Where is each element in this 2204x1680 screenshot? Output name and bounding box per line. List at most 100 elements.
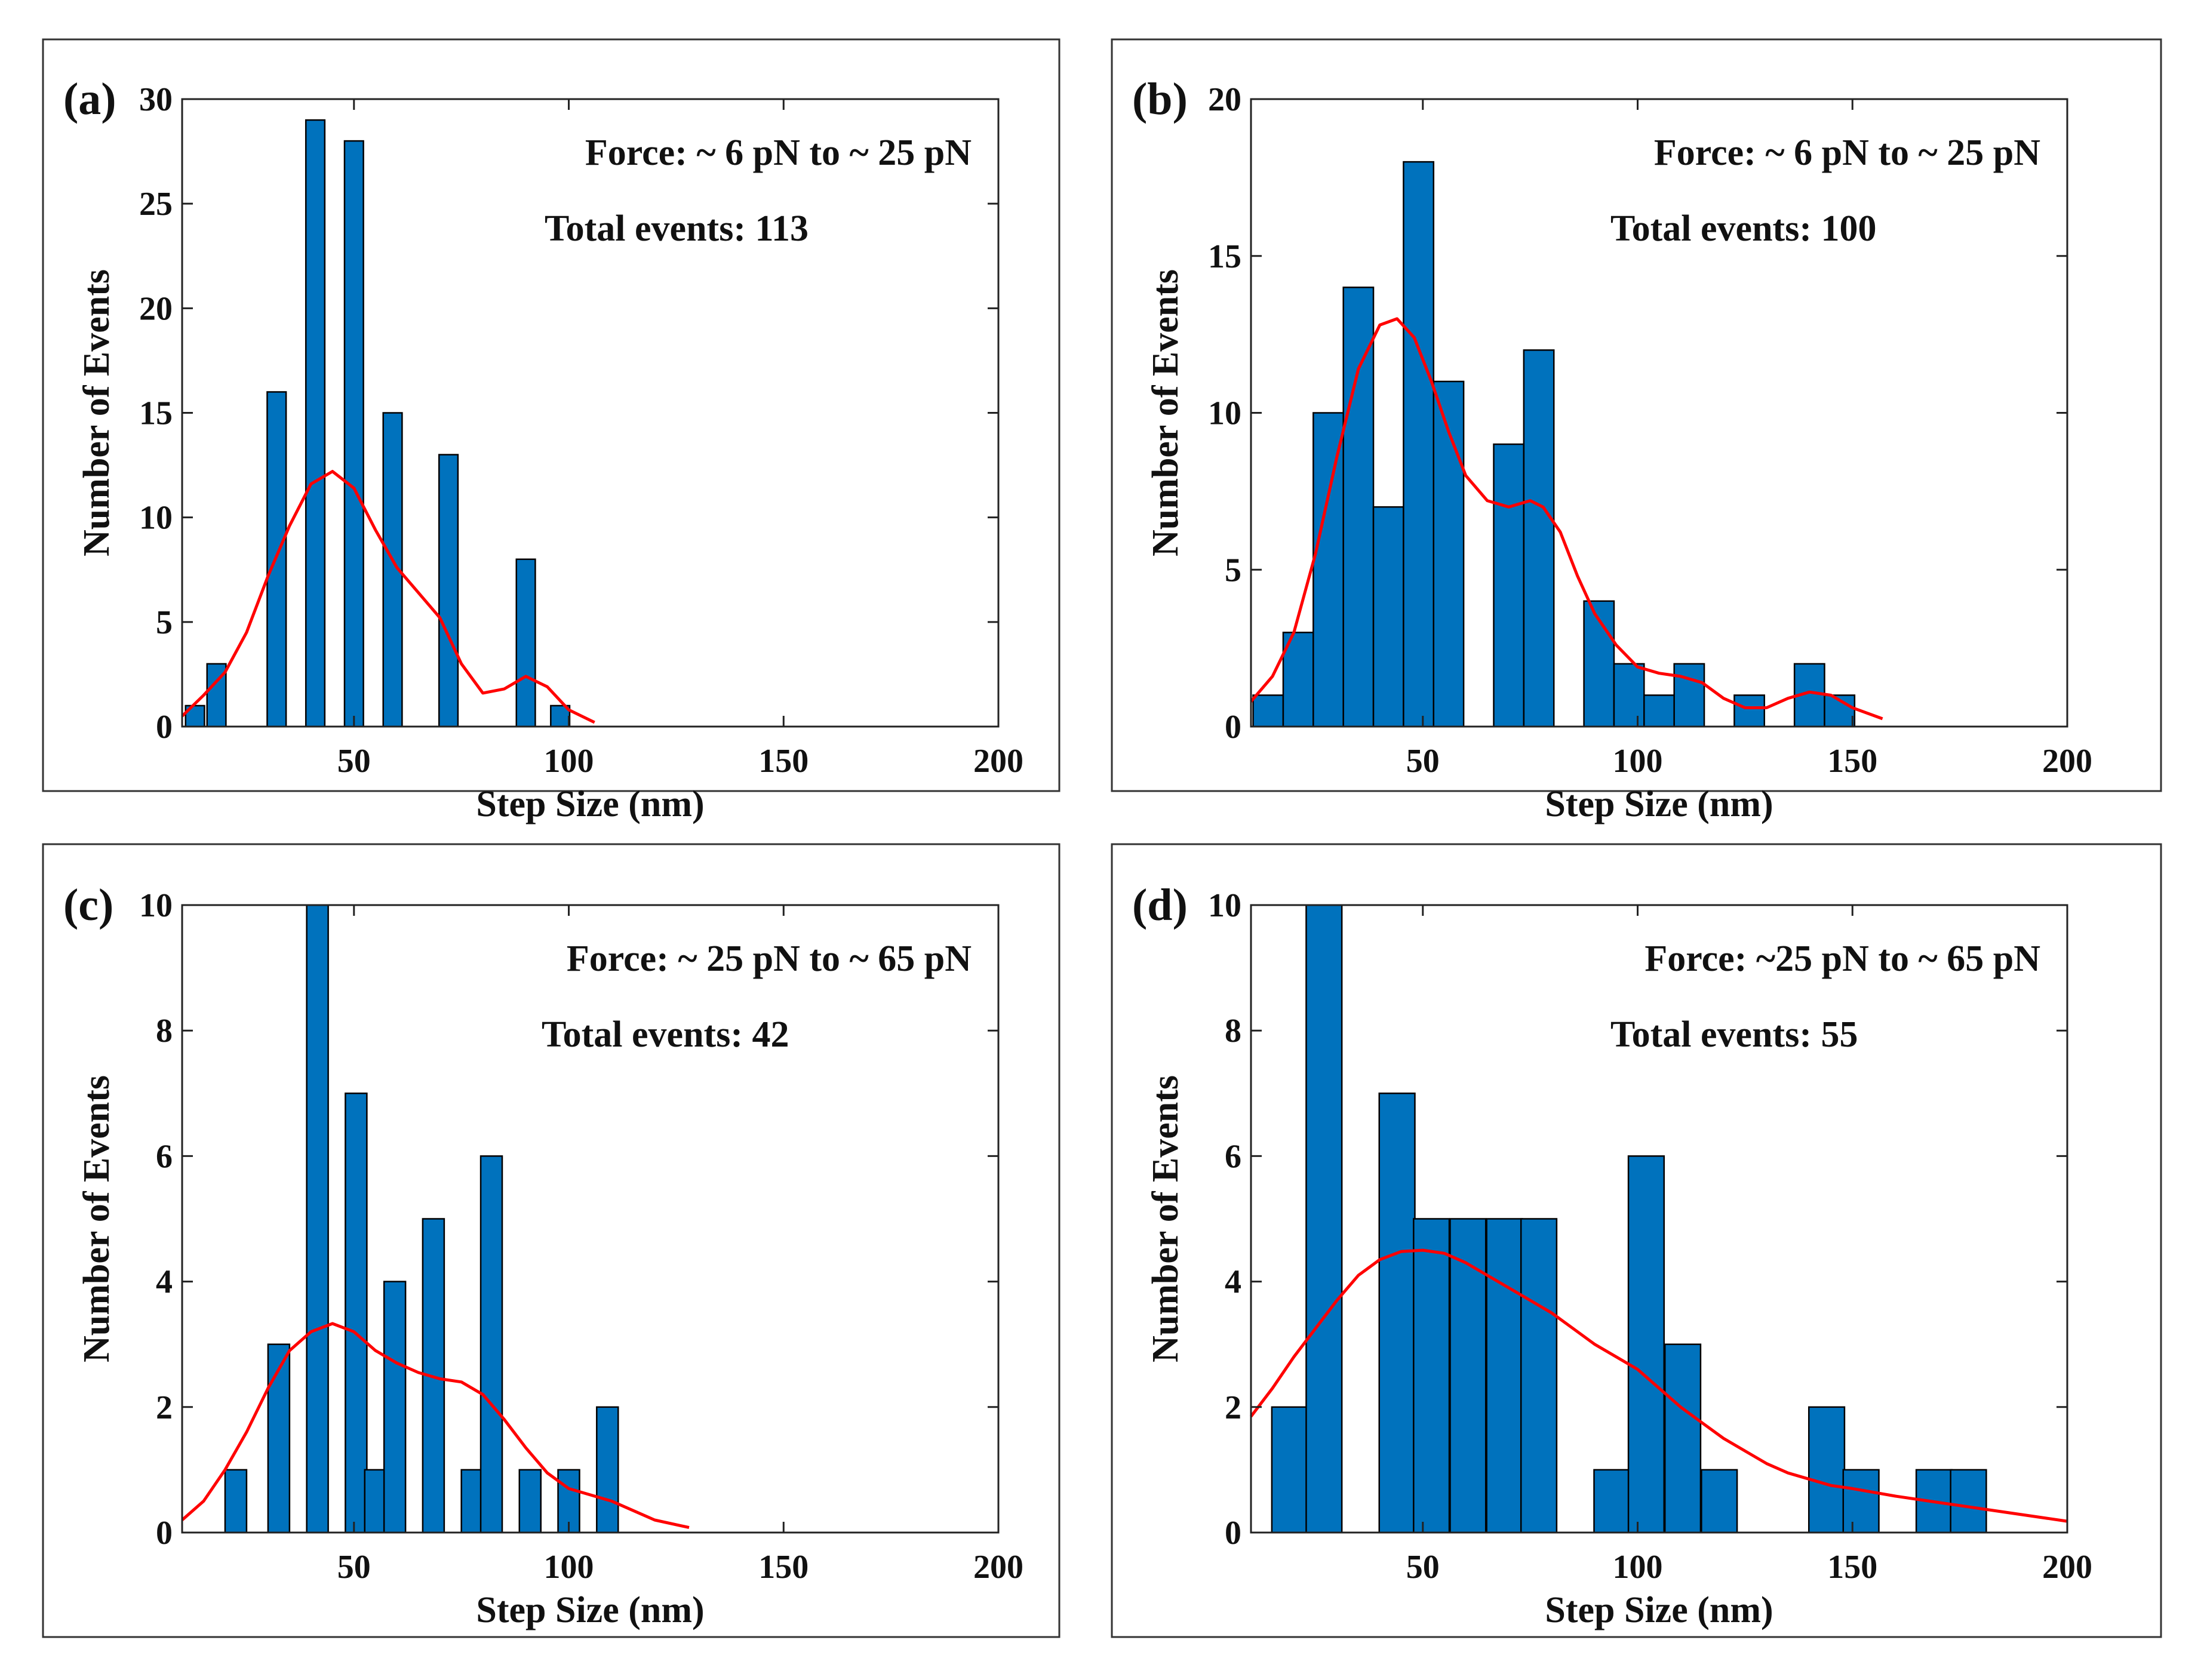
histogram-bar [479,1155,503,1534]
x-tick-label: 50 [337,743,371,780]
chart-panel-b: 50 100 150 200 0 5 10 15 20 Step Size (nm) Number … [1111,38,2162,824]
histogram-bar [1673,663,1705,728]
y-tick-label: 8 [156,1013,173,1050]
histogram-bar [1593,1469,1631,1534]
histogram-bar [1493,443,1525,728]
x-tick-label: 50 [1406,1549,1440,1586]
y-tick-label: 0 [156,709,173,746]
y-tick-label: 20 [1208,81,1241,118]
histogram-bar [460,1469,484,1534]
histogram-bar [1403,161,1435,728]
y-axis-label: Number of Events [76,1075,117,1362]
histogram-bar [1808,1406,1846,1534]
panel-label: (d) [1132,880,1188,930]
histogram-bar [1643,694,1675,728]
histogram-bar [1305,904,1343,1534]
y-tick-label: 25 [139,186,173,223]
density-fit-line [1250,1248,2068,1523]
x-tick-label: 150 [758,743,809,780]
x-tick-label: 200 [973,743,1023,780]
force-annotation: Force: ~ 6 pN to ~ 25 pN [1654,133,2040,173]
y-tick-label: 10 [139,887,173,924]
y-axis-label: Number of Events [1145,269,1186,556]
chart-panel-a: 50 100 150 200 0 5 10 15 20 25 30 Step Size (nm) Num… [42,38,1060,824]
x-tick-label: 200 [2042,743,2092,780]
histogram-bar [1523,349,1555,728]
histogram-bar [1627,1155,1665,1534]
y-tick-label: 15 [1208,238,1241,275]
x-tick-label: 200 [973,1549,1023,1586]
y-tick-label: 0 [156,1515,173,1552]
histogram-bar [1271,1406,1308,1534]
y-tick-label: 5 [156,604,173,641]
panel-label: (c) [63,880,113,930]
total-events-annotation: Total events: 100 [1610,208,1876,249]
histogram-bar [1372,506,1404,728]
y-tick-label: 8 [1225,1013,1241,1050]
x-axis-label: Step Size (nm) [1545,1590,1773,1630]
panel-label: (a) [63,74,116,124]
axes-box [181,904,1000,1534]
y-tick-label: 4 [156,1264,173,1301]
histogram-bar [305,119,326,728]
x-tick-label: 50 [1406,743,1440,780]
x-tick-label: 100 [1613,1549,1663,1586]
y-tick-label: 20 [139,290,173,327]
force-annotation: Force: ~ 6 pN to ~ 25 pN [585,133,972,173]
y-tick-label: 30 [139,81,173,118]
panel-frame [1111,843,2162,1638]
histogram-bar [383,1281,407,1534]
y-tick-label: 0 [1225,1515,1241,1552]
y-tick-label: 10 [139,500,173,537]
y-tick-label: 0 [1225,709,1241,746]
chart-panel-c: 50 100 150 200 0 2 4 6 8 10 Step Size (nm) Number o… [42,843,1060,1638]
y-tick-label: 6 [156,1138,173,1175]
panel-frame [42,843,1060,1638]
x-axis-label: Step Size (nm) [1545,784,1773,824]
histogram-bar [438,454,459,728]
histogram-bar [345,1093,368,1534]
y-tick-label: 6 [1225,1138,1241,1175]
histogram-bar [364,1469,387,1534]
x-tick-label: 50 [337,1549,371,1586]
histogram-bar [1701,1469,1738,1534]
y-tick-label: 10 [1208,395,1241,432]
histogram-bar [224,1469,248,1534]
axes-box [1250,904,2068,1534]
histogram-bar [1312,412,1344,728]
force-annotation: Force: ~25 pN to ~ 65 pN [1644,939,2040,979]
histogram-bar [1433,380,1465,728]
density-fit-line [1250,317,1883,721]
x-tick-label: 100 [544,1549,594,1586]
y-tick-label: 5 [1225,552,1241,589]
density-fit-line [181,1322,690,1530]
y-axis-label: Number of Events [76,269,117,556]
y-axis-label: Number of Events [1145,1075,1186,1362]
x-tick-label: 200 [2042,1549,2092,1586]
histogram-bar [596,1406,619,1534]
histogram-bar [1950,1469,1987,1534]
histogram-bar [306,904,329,1534]
x-tick-label: 150 [758,1549,809,1586]
x-tick-label: 150 [1827,1549,1877,1586]
total-events-annotation: Total events: 55 [1610,1014,1858,1055]
x-axis-label: Step Size (nm) [476,1590,704,1630]
y-tick-label: 4 [1225,1264,1241,1301]
y-tick-label: 15 [139,395,173,432]
histogram-bar [1342,287,1375,728]
histogram-bar [1413,1218,1450,1534]
histogram-bar [267,1343,291,1534]
panel-label: (b) [1132,74,1188,124]
total-events-annotation: Total events: 113 [545,208,809,249]
y-tick-label: 10 [1208,887,1241,924]
y-tick-label: 2 [1225,1389,1241,1426]
histogram-bar [1664,1343,1702,1534]
histogram-bar [515,558,536,728]
x-tick-label: 100 [1613,743,1663,780]
x-tick-label: 150 [1827,743,1877,780]
histogram-bar [1449,1218,1487,1534]
histogram-bar [1733,694,1766,728]
panel-frame [1111,38,2162,792]
histogram-bar [1842,1469,1880,1534]
